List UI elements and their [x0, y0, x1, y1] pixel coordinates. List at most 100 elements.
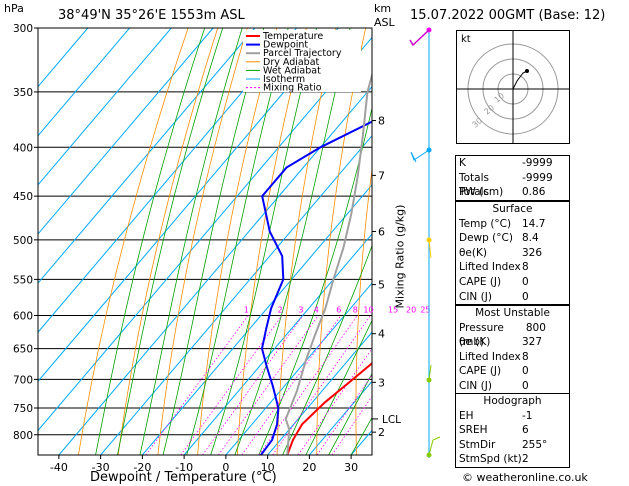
stat-label: Temp (°C)	[459, 217, 512, 230]
wind-barb	[410, 149, 430, 163]
stat-row: CAPE (J) 0	[456, 275, 569, 290]
km-tick-label: 2	[378, 426, 385, 439]
wind-barb	[428, 436, 441, 456]
stat-label: θe (K)	[459, 336, 491, 349]
mixing-ratio-label: 1	[244, 305, 249, 314]
series-temperature-line	[286, 361, 372, 455]
index-value: -9999	[522, 157, 553, 169]
stat-label: Dewp (°C)	[459, 232, 513, 245]
series-parcel-trajectory-line	[284, 71, 372, 455]
stat-row: Pressure (mb) 800	[456, 321, 569, 349]
km-tick-label: 6	[378, 225, 385, 238]
legend-item: Dewpoint	[263, 40, 308, 51]
stat-row: θe(K) 326	[456, 246, 569, 261]
surface-title: Surface	[492, 203, 533, 215]
hodograph-ring-label-10: 10	[493, 91, 507, 104]
dry-adiabat-line	[600, 28, 629, 455]
lcl-label: LCL	[382, 414, 401, 426]
stat-value: 8.4	[522, 232, 539, 245]
temp-tick-label: -10	[175, 461, 193, 474]
legend-item: Parcel Trajectory	[263, 48, 342, 59]
temp-tick-label: 10	[261, 461, 275, 474]
index-label: PW (cm)	[459, 186, 504, 199]
temp-tick-label: -40	[50, 461, 68, 474]
isotherm-line	[38, 28, 339, 383]
stat-value: -1	[522, 409, 533, 422]
km-tick-label: 4	[378, 328, 385, 341]
datetime-title: 15.07.2022 00GMT (Base: 12)	[410, 8, 606, 23]
wet-adiabat-line	[186, 28, 289, 455]
hodograph-trace	[512, 70, 528, 90]
dry-adiabat-line	[431, 28, 455, 455]
location-title: 38°49'N 35°26'E 1553m ASL	[58, 8, 245, 23]
isotherm-line	[267, 331, 372, 455]
stat-label: CAPE (J)	[459, 275, 502, 288]
km-unit-label: km	[374, 2, 392, 15]
pressure-tick-label: 700	[13, 374, 33, 386]
km-tick-label: 5	[378, 279, 385, 292]
stat-label: CIN (J)	[459, 290, 492, 303]
surface-box: Surface Temp (°C) 14.7 Dewp (°C) 8.4 θe(K) 32…	[455, 201, 570, 306]
dry-adiabat-line	[157, 28, 248, 455]
stat-row: StmDir 255°	[456, 438, 569, 453]
index-row-pw: PW (cm) 0.86	[456, 185, 569, 200]
stat-label: CAPE (J)	[459, 365, 502, 378]
index-row-tt: Totals Totals -9999	[456, 171, 569, 199]
stat-row: Temp (°C) 14.7	[456, 217, 569, 232]
stat-value: 255°	[522, 438, 548, 451]
km-tick-label: 3	[378, 376, 385, 389]
mixing-ratio-label: 2	[277, 305, 282, 314]
mixing-ratio-label: 6	[336, 305, 341, 314]
mixing-ratio-label: 10	[363, 305, 373, 314]
mixing-ratio-label: 25	[420, 305, 430, 314]
stat-row: CIN (J) 0	[456, 290, 569, 305]
pressure-tick-label: 750	[13, 403, 33, 415]
stat-row: Lifted Index 8	[456, 350, 569, 365]
km-tick-label: 7	[378, 169, 385, 182]
mixing-ratio-line	[316, 374, 372, 455]
legend-item: Dry Adiabat	[263, 57, 320, 68]
stat-label: θe(K)	[459, 246, 487, 259]
stat-value: 8	[522, 350, 529, 363]
temp-tick-label: 0	[222, 461, 229, 474]
dry-adiabat-line	[197, 28, 278, 455]
mixing-ratio-line	[202, 315, 304, 455]
wet-adiabat-line	[95, 28, 206, 455]
dry-adiabat-line	[117, 28, 219, 455]
index-row-k: K -9999	[456, 156, 569, 171]
temp-tick-label: 20	[302, 461, 316, 474]
stat-label: StmSpd (kt)	[459, 453, 522, 466]
pressure-tick-label: 500	[13, 235, 33, 247]
most-unstable-title: Most Unstable	[475, 307, 550, 319]
pressure-tick-label: 300	[13, 23, 33, 35]
isotherm-line	[183, 233, 372, 455]
pressure-tick-label: 550	[13, 274, 33, 286]
stat-label: Lifted Index	[459, 350, 521, 363]
stat-row: EH -1	[456, 409, 569, 424]
pressure-tick-label: 450	[13, 191, 33, 203]
isotherm-line	[225, 282, 372, 455]
dry-adiabat-line	[78, 28, 189, 455]
hodograph-stats-title: Hodograph	[483, 395, 542, 407]
stat-value: 0	[522, 290, 529, 303]
stat-label: EH	[459, 409, 474, 422]
stat-value: 800	[525, 321, 546, 334]
plot-frame	[37, 27, 373, 456]
hodograph-ring-label-30: 30	[471, 116, 485, 129]
stat-value: 6	[522, 424, 529, 437]
hodograph-stats-box: Hodograph EH -1 SREH 6 StmDir 255° StmSpd (kt)…	[455, 393, 570, 468]
hodograph-kt-label: kt	[461, 34, 471, 45]
mixing-ratio-line	[145, 315, 249, 455]
stat-row: StmSpd (kt) 2	[456, 452, 569, 467]
pressure-tick-label: 600	[13, 310, 33, 322]
asl-unit-label: ASL	[374, 16, 395, 29]
temp-tick-label: 30	[344, 461, 358, 474]
temp-tick-label: -30	[92, 461, 110, 474]
stat-value: 0	[522, 379, 529, 392]
wet-adiabat-line	[305, 319, 372, 455]
mixing-ratio-label: 20	[406, 305, 416, 314]
mixing-ratio-label: 3	[298, 305, 303, 314]
series-dewpoint-line	[260, 120, 372, 455]
pressure-unit-label: hPa	[4, 2, 24, 15]
isotherm-line	[38, 28, 256, 284]
